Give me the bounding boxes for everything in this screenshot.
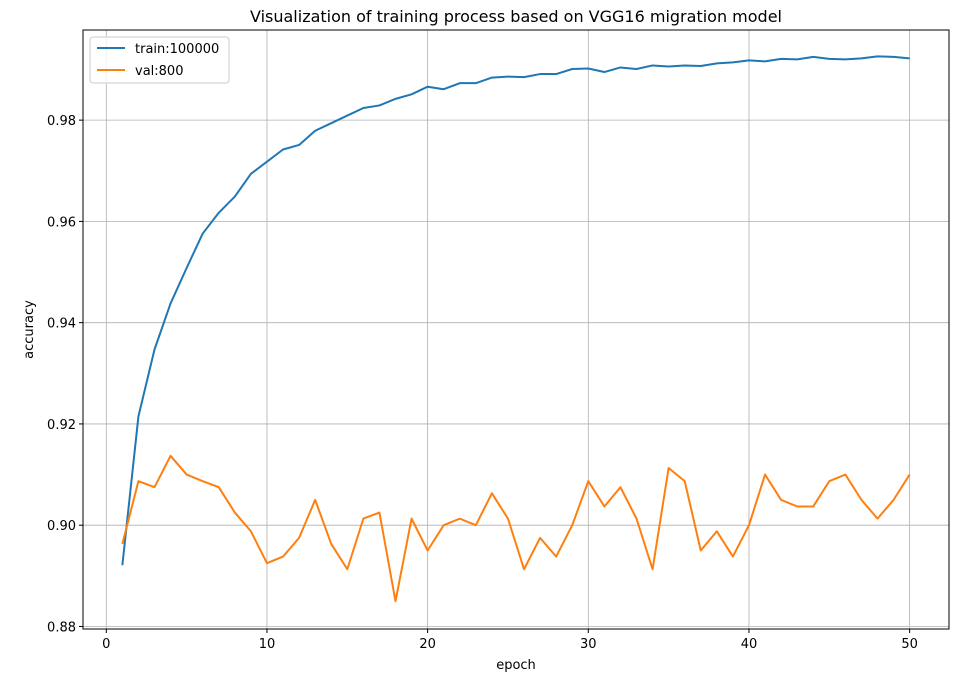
x-tick-label: 30 (580, 637, 597, 652)
x-axis-ticks: 0 10 20 30 40 50 (102, 629, 918, 652)
x-tick-label: 40 (741, 637, 758, 652)
y-axis-ticks: 0.88 0.90 0.92 0.94 0.96 0.98 (47, 114, 83, 635)
x-tick-label: 20 (419, 637, 436, 652)
y-tick-label: 0.88 (47, 620, 76, 635)
y-tick-label: 0.94 (47, 317, 76, 332)
legend: train:100000 val:800 (89, 36, 230, 84)
x-axis-label: epoch (496, 658, 536, 673)
series-line-train (121, 55, 910, 566)
x-tick-label: 50 (901, 637, 918, 652)
series-line-val (121, 454, 911, 603)
legend-label-train: train:100000 (135, 42, 219, 57)
y-tick-label: 0.90 (47, 519, 76, 534)
x-tick-label: 10 (259, 637, 276, 652)
grid (83, 30, 949, 629)
y-tick-label: 0.92 (47, 418, 76, 433)
chart-title: Visualization of training process based … (250, 7, 782, 26)
x-tick-label: 0 (102, 637, 110, 652)
series-lines (121, 55, 911, 603)
y-axis-label: accuracy (22, 300, 37, 359)
y-tick-label: 0.96 (47, 215, 76, 230)
legend-label-val: val:800 (135, 64, 183, 79)
axes-frame (82, 29, 950, 630)
y-tick-label: 0.98 (47, 114, 76, 129)
